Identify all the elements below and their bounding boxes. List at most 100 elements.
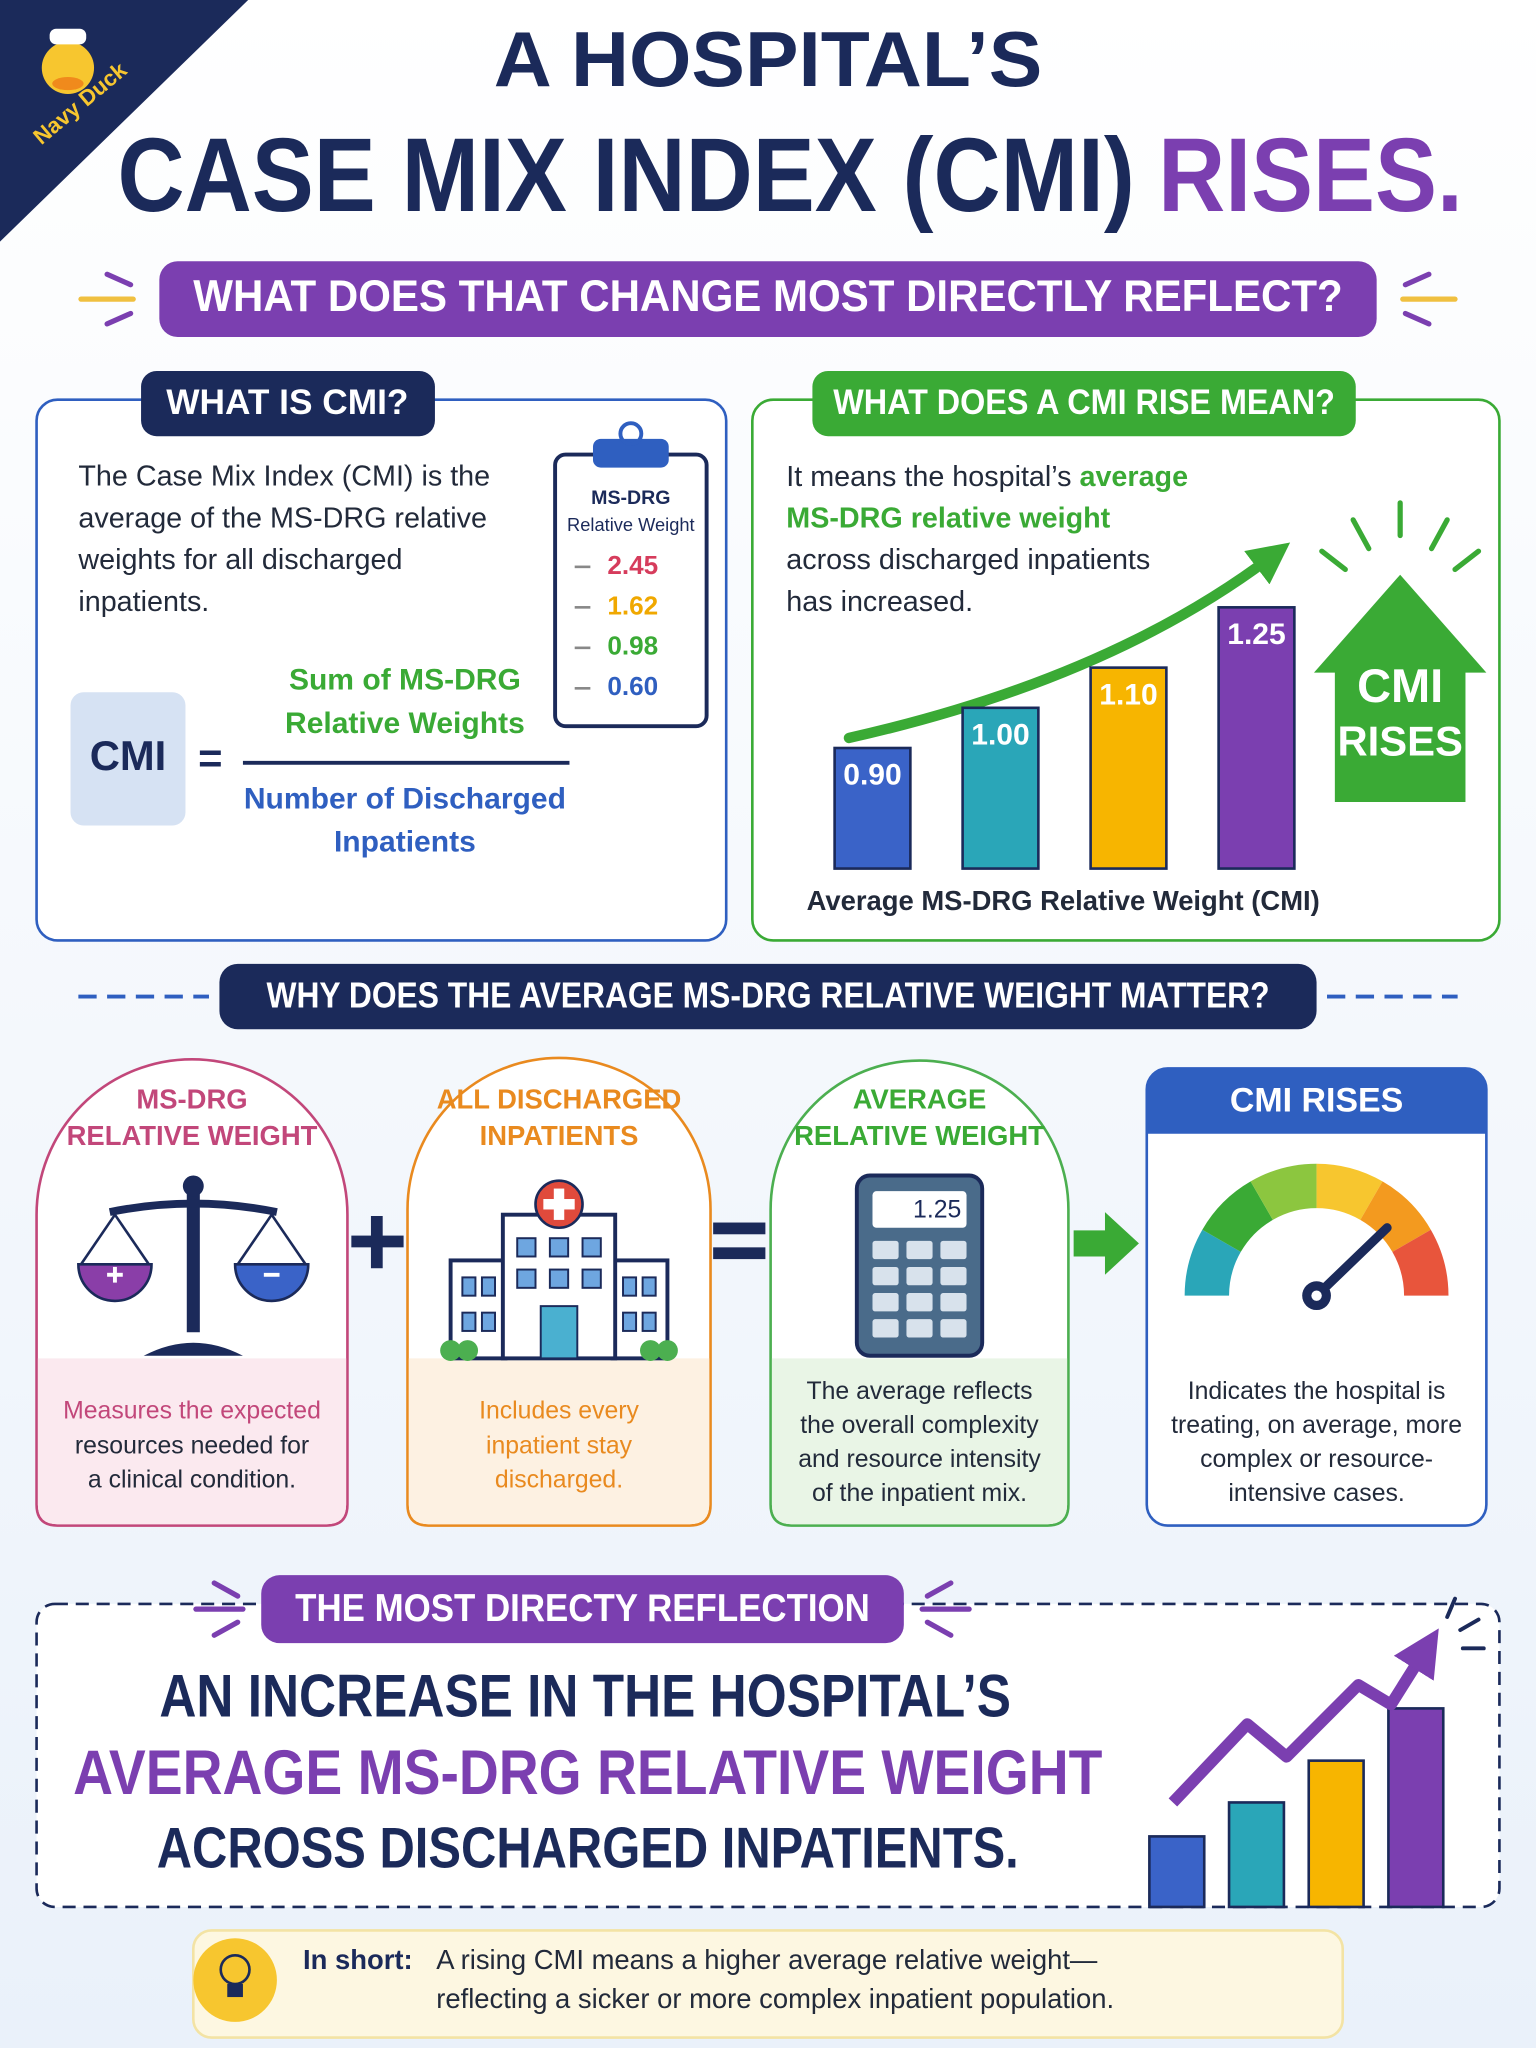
- gauge-segment: [1184, 1229, 1242, 1297]
- why-pill: [219, 963, 1317, 1030]
- text-highlight: MS-DRG relative weight: [786, 502, 1110, 534]
- text-line: weights for all discharged: [77, 544, 402, 576]
- scale-icon-part: [107, 1266, 280, 1283]
- bar-value-label: 1.25: [1227, 618, 1285, 651]
- growth-icon-part: [1168, 1628, 1439, 1807]
- why-card-title: INPATIENTS: [480, 1120, 639, 1151]
- hospital-icon-part-part: [656, 1340, 678, 1361]
- arrow-rays-part: [1350, 517, 1372, 552]
- gauge-segment: [1359, 1181, 1431, 1253]
- why-card-title: AVERAGE: [853, 1083, 987, 1114]
- logo-part: [52, 77, 84, 91]
- hospital-icon: [440, 1179, 678, 1361]
- hospital-icon-part-part: [581, 1237, 602, 1258]
- clipboard-value: 1.62: [607, 590, 658, 620]
- rise-chart: 0.90 1.00 1.10 1.25: [833, 606, 1296, 870]
- hospital-icon-part-part: [440, 1340, 462, 1361]
- why-card-text: a clinical condition.: [88, 1467, 296, 1494]
- rise-arrow: [1313, 574, 1487, 802]
- scale-icon-part-part: [236, 1213, 273, 1266]
- bar: [833, 746, 912, 870]
- hospital-icon-part-part: [457, 1340, 479, 1361]
- question-pill: [159, 261, 1377, 337]
- clipboard-value: 0.98: [607, 631, 658, 661]
- hospital-icon-part-part: [622, 1311, 638, 1332]
- calculator-icon-part-part: [872, 1240, 899, 1260]
- hospital-icon-part-part: [516, 1268, 537, 1289]
- why-card-text: The average reflects: [806, 1378, 1032, 1405]
- plus-sign: [351, 1216, 404, 1269]
- hospital-icon-part-part: [516, 1237, 537, 1258]
- arrow-rays-part: [1452, 548, 1482, 573]
- clipboard-subtitle: Relative Weight: [567, 514, 695, 535]
- reflection-heading: THE MOST DIRECTY REFLECTION: [295, 1587, 870, 1630]
- hospital-icon-part: [543, 1188, 575, 1220]
- why-card-text: Measures the expected: [63, 1397, 321, 1424]
- scale-icon-part-part: [113, 1213, 150, 1266]
- title-main: CASE MIX INDEX (CMI): [118, 116, 1135, 233]
- reflection-line: ACROSS DISCHARGED INPATIENTS.: [157, 1816, 1019, 1880]
- what-is-heading: WHAT IS CMI?: [166, 383, 408, 422]
- formula-equals: =: [198, 735, 222, 782]
- growth-icon-part: [1387, 1707, 1445, 1909]
- why-card-band: [771, 1358, 1068, 1525]
- clipboard-part: [592, 438, 669, 468]
- hospital-icon-part: [440, 1340, 678, 1361]
- clipboard: MS-DRG Relative Weight 2.45 1.62 0.98 0.…: [553, 421, 709, 729]
- hospital-icon-part-part: [539, 1305, 579, 1360]
- growth-icon-part: [1307, 1759, 1365, 1909]
- title-accent: RISES.: [1158, 116, 1463, 233]
- scale-icon-part: [182, 1175, 204, 1197]
- in-short-text: reflecting a sicker or more complex inpa…: [436, 1983, 1114, 2014]
- denominator: Number of Discharged: [244, 783, 566, 816]
- rise-heading: WHAT DOES A CMI RISE MEAN?: [833, 383, 1335, 422]
- scale-icon-part: [79, 1213, 307, 1266]
- growth-icon-part-part: [1445, 1596, 1457, 1619]
- in-short-label: In short:: [303, 1944, 413, 1975]
- calculator-icon-part: [872, 1240, 967, 1338]
- growth-icon-part: [1148, 1835, 1206, 1909]
- arrow-label: CMI: [1357, 659, 1443, 712]
- hospital-icon-part-part: [480, 1276, 496, 1297]
- hospital-icon-part: [610, 1258, 670, 1361]
- in-short-box: [191, 1929, 1344, 2039]
- growth-icon-part: [1227, 1801, 1286, 1909]
- rise-pill: [812, 370, 1356, 437]
- question: WHAT DOES THAT CHANGE MOST DIRECTLY REFL…: [193, 272, 1342, 321]
- scale-icon-part-part: [79, 1213, 117, 1266]
- equals-sign-part: [713, 1222, 766, 1235]
- reflection-sparks-part: [924, 1619, 954, 1638]
- calculator-icon-part-part: [906, 1319, 933, 1338]
- arrow-label: RISES: [1337, 718, 1462, 765]
- growth-icon-part: [1445, 1596, 1486, 1651]
- text-highlight: average: [1079, 461, 1188, 493]
- bulb-icon-part: [227, 1984, 243, 1998]
- text-line: has increased.: [786, 586, 973, 618]
- why-card-text: of the inpatient mix.: [812, 1480, 1027, 1507]
- trend-arrow: [843, 542, 1291, 744]
- hospital-icon-part-part: [640, 1340, 661, 1361]
- bar: [961, 706, 1040, 870]
- scale-icon-part: [108, 1199, 278, 1216]
- reflection-sparks-part: [924, 1580, 954, 1599]
- what-is-pill: [141, 370, 435, 437]
- bulb-icon-part: [193, 1938, 277, 2022]
- text-part: It means the hospital’s: [786, 461, 1079, 493]
- why-card-text: complex or resource-: [1200, 1446, 1433, 1473]
- clipboard-title: MS-DRG: [591, 487, 670, 509]
- gauge-icon: [1184, 1163, 1449, 1311]
- bulb-icon: [193, 1938, 277, 2022]
- arrow-rays-part: [1319, 548, 1348, 573]
- question-sparks-part: [1402, 310, 1432, 327]
- calculator-icon-part-part: [872, 1319, 899, 1338]
- calculator-icon-part: [872, 1191, 967, 1228]
- text-line: The Case Mix Index (CMI) is the: [78, 461, 490, 493]
- gauge-segment: [1202, 1181, 1274, 1253]
- bar-value-label: 1.00: [971, 718, 1029, 751]
- calculator-icon-part-part: [940, 1266, 967, 1286]
- calculator-icon-part-part: [940, 1240, 967, 1260]
- reflection-line: AVERAGE MS-DRG RELATIVE WEIGHT: [73, 1738, 1102, 1808]
- calculator-icon-part-part: [872, 1293, 899, 1312]
- hospital-icon-part: [448, 1258, 508, 1361]
